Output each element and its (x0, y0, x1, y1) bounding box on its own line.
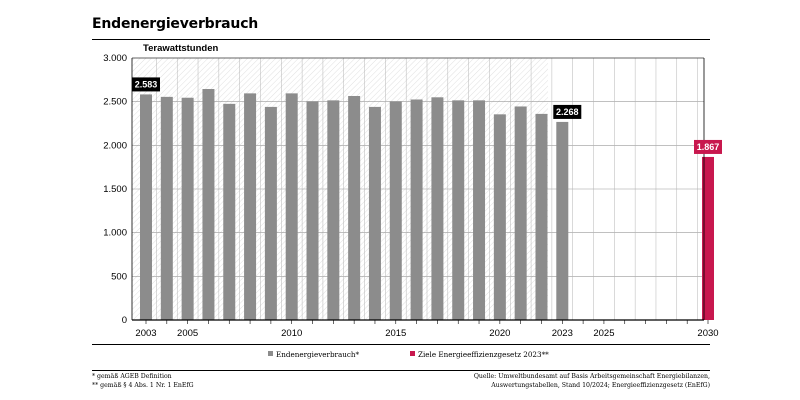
x-tick-label: 2010 (281, 328, 302, 339)
y-tick-label: 3.000 (103, 53, 127, 64)
bar-2003 (140, 94, 152, 320)
bar-2019 (473, 100, 486, 321)
value-label-2003: 2.583 (135, 79, 158, 89)
y-tick-label: 2.000 (103, 140, 127, 151)
chart-title: Endenergieverbrauch (92, 16, 259, 32)
bar-2007 (223, 103, 236, 320)
bar-2012 (327, 100, 340, 321)
x-tick-label: 2025 (593, 328, 614, 339)
value-label-2030: 1.867 (697, 142, 720, 152)
y-axis-title: Terawattstunden (143, 43, 219, 54)
bar-2030 (702, 156, 714, 320)
value-label-2023: 2.268 (556, 107, 579, 117)
source-line-1: Quelle: Umweltbundesamt auf Basis Arbeit… (473, 373, 710, 380)
y-tick-label: 2.500 (103, 97, 127, 108)
bar-2023 (556, 121, 569, 320)
source-line-2: Auswertungstabellen, Stand 10/2024; Ener… (491, 381, 710, 389)
x-tick-label: 2020 (489, 328, 510, 339)
y-tick-label: 1.000 (103, 228, 127, 239)
legend-label-2: Ziele Energieeffizienzgesetz 2023** (418, 350, 549, 359)
x-tick-label: 2023 (552, 328, 573, 339)
bar-2022 (535, 113, 548, 320)
x-tick-label: 2005 (177, 328, 198, 339)
bar-2020 (493, 114, 506, 320)
bar-2016 (410, 99, 423, 320)
source-note: Quelle: Umweltbundesamt auf Basis Arbeit… (474, 373, 710, 390)
bar-2018 (452, 100, 465, 321)
bar-2014 (368, 106, 381, 320)
y-tick-label: 1.500 (103, 184, 127, 195)
bar-2017 (431, 97, 444, 320)
legend-rule-bottom (92, 370, 710, 371)
y-tick-label: 500 (111, 271, 127, 282)
x-tick-label: 2030 (697, 328, 718, 339)
bar-2008 (244, 93, 257, 321)
legend-label-1: Endenergieverbrauch* (276, 350, 360, 359)
y-tick-label: 0 (122, 315, 127, 326)
value-label-box-2023 (553, 104, 582, 119)
value-label-box-2003 (132, 77, 160, 92)
footnote-1: * gemäß AGEB Definition (92, 373, 172, 380)
legend-swatch-2 (410, 351, 415, 356)
title-rule (92, 39, 710, 40)
bar-2013 (348, 95, 361, 321)
x-tick-label: 2003 (135, 328, 156, 339)
value-label-box-2030 (694, 139, 722, 154)
legend-rule-top (92, 344, 710, 345)
bar-2004 (160, 96, 173, 320)
x-tick-label: 2015 (385, 328, 406, 339)
bar-2005 (181, 97, 194, 320)
bar-2010 (285, 93, 298, 321)
footnote-2: ** gemäß § 4 Abs. 1 Nr. 1 EnEfG (92, 381, 194, 389)
bar-2006 (202, 89, 215, 321)
bar-2015 (389, 101, 402, 320)
bar-2021 (514, 106, 527, 320)
bar-2009 (264, 106, 277, 320)
legend-swatch-1 (268, 351, 273, 356)
footnotes-left: * gemäß AGEB Definition ** gemäß § 4 Abs… (92, 373, 194, 390)
bar-2011 (306, 101, 319, 320)
